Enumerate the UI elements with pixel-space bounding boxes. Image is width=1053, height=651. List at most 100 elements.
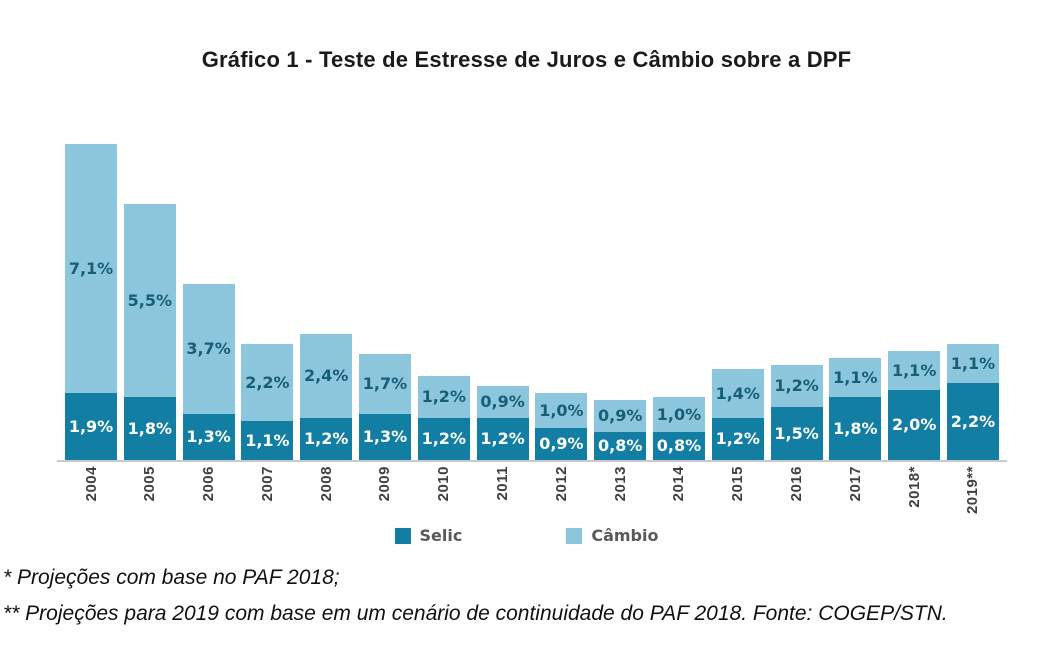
data-label-cambio-2010: 1,2% (421, 387, 466, 406)
bar-2007: 2,2% 1,1% (241, 344, 294, 460)
data-label-selic-2011: 1,2% (480, 429, 525, 448)
bar-2013: 0,9% 0,8% (594, 400, 647, 460)
bar-segment-cambio-2018: 1,1% (888, 351, 941, 390)
data-label-selic-2010: 1,2% (421, 429, 466, 448)
bar-segment-selic-2005: 1,8% (123, 397, 176, 460)
x-axis-label-2019: 2019** (964, 466, 982, 515)
data-label-selic-2009: 1,3% (362, 427, 408, 446)
x-axis-label-2014: 2014 (670, 466, 688, 502)
x-axis-label-2013: 2013 (611, 466, 629, 502)
selic-swatch-icon (394, 527, 411, 544)
x-axis-labels: 2004 2005 2006 2007 2008 2009 2010 2011 2012 2013… (57, 466, 1007, 528)
bar-segment-selic-2018: 2,0% (888, 390, 941, 460)
bar-segment-selic-2019: 2,2% (946, 383, 999, 460)
bar-2015: 1,4% 1,2% (711, 369, 764, 460)
data-label-selic-2019: 2,2% (950, 411, 996, 431)
data-label-cambio-2019: 1,1% (950, 353, 996, 373)
bar-segment-cambio-2010: 1,2% (417, 376, 470, 418)
bar-segment-cambio-2014: 1,0% (652, 397, 705, 432)
x-axis-label-2010: 2010 (435, 466, 453, 502)
data-label-cambio-2017: 1,1% (833, 367, 878, 387)
plot-area: 7,1% 1,9% 5,5% 1,8% 3,7% 1,3% 2,2% 1,1% 2,4% 1,2%… (57, 144, 1007, 462)
footnotes: * Projeções com base no PAF 2018; ** Pro… (3, 566, 948, 638)
footnote-2: ** Projeções para 2019 com base em um ce… (3, 602, 948, 625)
bar-segment-selic-2016: 1,5% (770, 407, 823, 460)
bar-segment-cambio-2016: 1,2% (770, 365, 823, 407)
data-label-cambio-2011: 0,9% (480, 392, 525, 411)
x-axis-label-2005: 2005 (141, 466, 159, 502)
bar-segment-cambio-2019: 1,1% (946, 344, 999, 383)
x-axis-label-2004: 2004 (82, 466, 100, 502)
x-axis-label-2011: 2011 (494, 466, 512, 501)
data-label-selic-2007: 1,1% (245, 430, 290, 450)
x-axis-label-2012: 2012 (552, 466, 570, 502)
bar-segment-cambio-2008: 2,4% (300, 334, 353, 418)
bar-2016: 1,2% 1,5% (770, 365, 823, 460)
x-axis-label-2018: 2018* (905, 466, 923, 508)
legend-item-cambio: Câmbio (566, 526, 658, 545)
bar-segment-selic-2012: 0,9% (535, 428, 588, 460)
data-label-selic-2004: 1,9% (68, 416, 114, 436)
bar-segment-cambio-2004: 7,1% (65, 144, 117, 393)
data-label-cambio-2007: 2,2% (245, 372, 290, 392)
data-label-cambio-2004: 7,1% (68, 258, 114, 278)
data-label-selic-2018: 2,0% (891, 415, 937, 434)
bar-segment-cambio-2011: 0,9% (476, 386, 529, 418)
bar-segment-selic-2011: 1,2% (476, 418, 529, 460)
bar-2004: 7,1% 1,9% (65, 144, 117, 460)
bar-2014: 1,0% 0,8% (652, 397, 705, 460)
bar-segment-cambio-2012: 1,0% (535, 393, 588, 428)
bar-2019: 1,1% 2,2% (946, 344, 999, 460)
cambio-swatch-icon (566, 527, 583, 544)
bar-segment-cambio-2007: 2,2% (241, 344, 294, 421)
data-label-cambio-2006: 3,7% (186, 339, 231, 358)
bar-segment-selic-2017: 1,8% (829, 397, 882, 460)
data-label-selic-2015: 1,2% (715, 429, 760, 448)
x-axis-label-2008: 2008 (317, 466, 335, 502)
data-label-selic-2017: 1,8% (833, 418, 878, 438)
data-label-cambio-2015: 1,4% (715, 383, 760, 403)
data-label-cambio-2012: 1,0% (539, 400, 584, 420)
bar-2005: 5,5% 1,8% (123, 204, 176, 460)
bar-segment-selic-2006: 1,3% (182, 414, 235, 460)
bar-segment-selic-2009: 1,3% (358, 414, 411, 460)
bar-segment-selic-2014: 0,8% (652, 432, 705, 460)
x-axis-label-2017: 2017 (846, 466, 864, 502)
bar-segment-cambio-2013: 0,9% (594, 400, 647, 432)
data-label-cambio-2008: 2,4% (304, 366, 349, 385)
data-label-cambio-2013: 0,9% (597, 406, 643, 425)
bar-2017: 1,1% 1,8% (829, 358, 882, 460)
x-axis-label-2016: 2016 (788, 466, 806, 502)
bar-segment-selic-2008: 1,2% (300, 418, 353, 460)
footnote-1: * Projeções com base no PAF 2018; (3, 566, 340, 589)
data-label-selic-2005: 1,8% (127, 418, 172, 438)
data-label-selic-2013: 0,8% (597, 436, 643, 455)
bar-segment-cambio-2009: 1,7% (358, 354, 411, 414)
data-label-cambio-2005: 5,5% (127, 290, 172, 310)
data-label-selic-2006: 1,3% (186, 427, 231, 446)
legend-label-cambio: Câmbio (591, 526, 659, 545)
bar-2018: 1,1% 2,0% (888, 351, 941, 460)
bar-segment-selic-2004: 1,9% (65, 393, 117, 460)
legend-item-selic: Selic (394, 526, 463, 545)
x-axis-label-2009: 2009 (376, 466, 394, 502)
bar-segment-cambio-2006: 3,7% (182, 284, 235, 414)
bar-segment-selic-2015: 1,2% (711, 418, 764, 460)
chart-title: Gráfico 1 - Teste de Estresse de Juros e… (201, 47, 852, 72)
legend-label-selic: Selic (419, 526, 463, 545)
data-label-cambio-2009: 1,7% (362, 374, 408, 393)
x-axis-label-2006: 2006 (200, 466, 218, 502)
data-label-cambio-2018: 1,1% (891, 360, 937, 380)
data-label-selic-2008: 1,2% (304, 429, 349, 448)
bar-2009: 1,7% 1,3% (358, 354, 411, 460)
data-label-selic-2012: 0,9% (539, 434, 584, 453)
data-label-selic-2014: 0,8% (656, 436, 702, 455)
x-axis-label-2015: 2015 (729, 466, 747, 502)
chart-legend: Selic Câmbio (0, 526, 1053, 545)
data-label-cambio-2016: 1,2% (774, 376, 819, 395)
x-axis-label-2007: 2007 (258, 466, 276, 502)
bar-2006: 3,7% 1,3% (182, 284, 235, 460)
data-label-cambio-2014: 1,0% (656, 404, 702, 424)
bar-2012: 1,0% 0,9% (535, 393, 588, 460)
bar-segment-selic-2007: 1,1% (241, 421, 294, 460)
